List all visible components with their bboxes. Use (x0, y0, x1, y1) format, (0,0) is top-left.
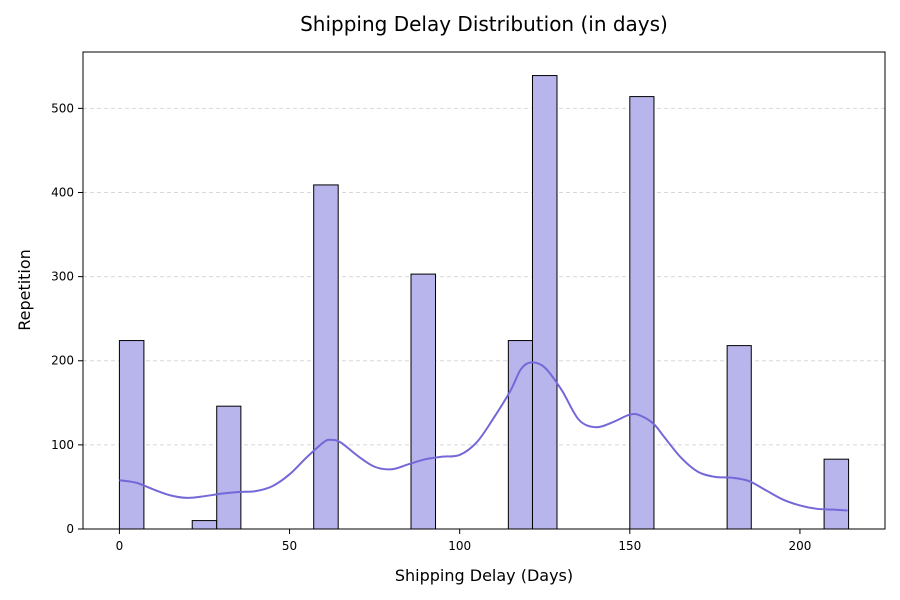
chart-title: Shipping Delay Distribution (in days) (300, 12, 668, 36)
histogram-bar (191, 520, 218, 530)
histogram-bar (313, 184, 339, 530)
histogram-bar (531, 75, 558, 530)
histogram-bar (823, 458, 850, 530)
y-tick-label: 0 (66, 522, 74, 536)
x-tick-label: 50 (282, 539, 297, 553)
y-tick-label: 500 (51, 101, 74, 115)
x-tick-label: 0 (116, 539, 124, 553)
x-axis-ticks: 0 50 100 150 200 (116, 529, 811, 553)
y-axis-ticks: 0 100 200 300 400 500 (51, 101, 83, 536)
histogram-bar (216, 405, 242, 530)
x-tick-label: 100 (448, 539, 471, 553)
y-tick-label: 100 (51, 438, 74, 452)
y-tick-label: 200 (51, 354, 74, 368)
histogram-bar (726, 345, 752, 530)
y-tick-label: 400 (51, 185, 74, 199)
x-tick-label: 200 (788, 539, 811, 553)
histogram-bar (118, 340, 145, 530)
histogram-bar (629, 96, 655, 530)
x-tick-label: 150 (618, 539, 641, 553)
y-tick-label: 300 (51, 270, 74, 284)
x-axis-label: Shipping Delay (Days) (395, 566, 573, 585)
histogram-bar (410, 273, 437, 530)
kde-curve (119, 361, 848, 512)
plot-frame (82, 51, 886, 530)
grid-lines (83, 107, 885, 446)
histogram-bar (507, 340, 533, 530)
y-axis-label: Repetition (15, 249, 34, 331)
histogram-bars (118, 75, 850, 530)
